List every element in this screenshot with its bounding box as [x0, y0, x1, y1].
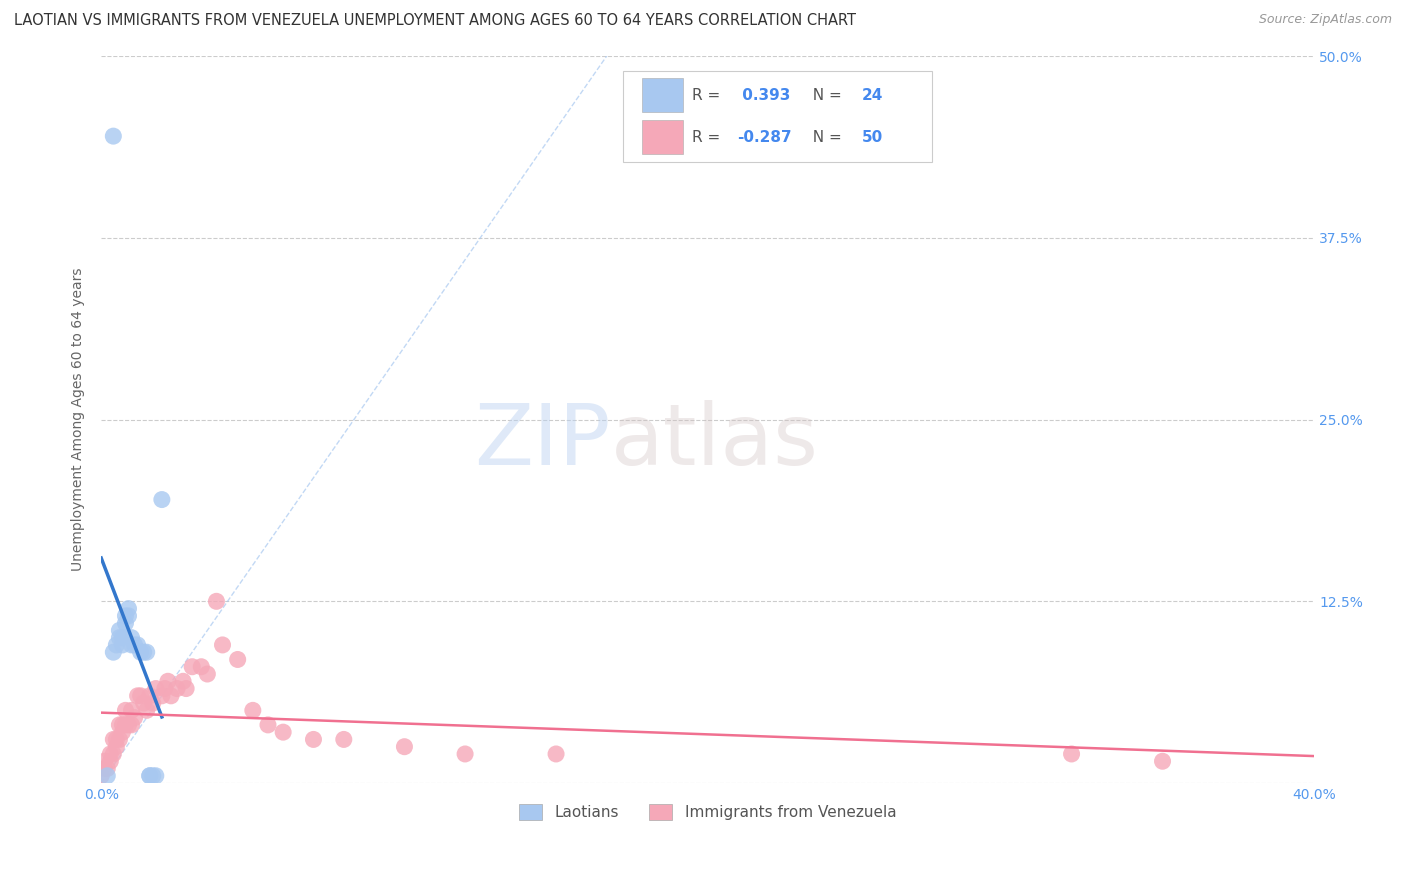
Point: [124, 638, 146, 652]
Point: [129, 689, 152, 703]
Point: [181, 659, 204, 673]
Point: [153, 681, 176, 696]
Point: [103, 732, 125, 747]
Point: [108, 624, 131, 638]
Point: [93, 762, 115, 776]
Point: [93, 754, 115, 768]
Point: [121, 703, 143, 717]
Point: [111, 631, 134, 645]
Point: [160, 689, 183, 703]
Point: [174, 681, 197, 696]
Point: [90, 769, 112, 783]
Point: [135, 703, 157, 717]
Point: [150, 689, 173, 703]
Point: [135, 645, 157, 659]
Legend: Laotians, Immigrants from Venezuela: Laotians, Immigrants from Venezuela: [513, 798, 903, 826]
Point: [121, 638, 143, 652]
Point: [108, 718, 131, 732]
FancyBboxPatch shape: [623, 70, 932, 161]
Point: [117, 601, 139, 615]
Point: [138, 769, 160, 783]
Point: [105, 638, 128, 652]
Text: 50: 50: [862, 129, 883, 145]
Point: [114, 718, 136, 732]
Point: [96, 762, 118, 776]
Point: [105, 732, 128, 747]
Point: [205, 594, 228, 608]
Point: [108, 732, 131, 747]
Point: [132, 645, 155, 659]
Point: [242, 703, 264, 717]
Point: [127, 689, 149, 703]
Text: R =: R =: [692, 87, 725, 103]
Point: [98, 747, 121, 761]
Point: [257, 718, 280, 732]
Point: [172, 674, 194, 689]
FancyBboxPatch shape: [643, 78, 683, 112]
Point: [103, 645, 125, 659]
Point: [114, 616, 136, 631]
Text: LAOTIAN VS IMMIGRANTS FROM VENEZUELA UNEMPLOYMENT AMONG AGES 60 TO 64 YEARS CORR: LAOTIAN VS IMMIGRANTS FROM VENEZUELA UNE…: [14, 13, 856, 29]
Point: [114, 608, 136, 623]
Point: [127, 638, 149, 652]
Point: [211, 638, 233, 652]
Point: [142, 769, 165, 783]
Point: [1060, 747, 1083, 761]
Point: [105, 739, 128, 754]
Text: R =: R =: [692, 129, 725, 145]
Point: [121, 718, 143, 732]
Point: [103, 747, 125, 761]
Point: [98, 754, 121, 768]
Point: [103, 129, 125, 144]
Point: [117, 718, 139, 732]
Point: [121, 631, 143, 645]
Point: [394, 739, 416, 754]
Point: [271, 725, 294, 739]
Point: [108, 631, 131, 645]
Point: [544, 747, 567, 761]
Point: [138, 689, 160, 703]
Text: -0.287: -0.287: [737, 129, 792, 145]
Y-axis label: Unemployment Among Ages 60 to 64 years: Unemployment Among Ages 60 to 64 years: [72, 268, 86, 572]
Text: N =: N =: [803, 129, 848, 145]
Text: 0.393: 0.393: [737, 87, 790, 103]
Text: atlas: atlas: [610, 400, 818, 483]
Point: [129, 645, 152, 659]
Point: [333, 732, 356, 747]
Point: [302, 732, 325, 747]
Point: [111, 725, 134, 739]
Point: [454, 747, 477, 761]
Text: N =: N =: [803, 87, 848, 103]
Text: Source: ZipAtlas.com: Source: ZipAtlas.com: [1258, 13, 1392, 27]
Point: [145, 681, 167, 696]
Text: 24: 24: [862, 87, 883, 103]
Point: [195, 667, 218, 681]
Point: [117, 608, 139, 623]
FancyBboxPatch shape: [643, 120, 683, 154]
Point: [142, 696, 165, 710]
Point: [132, 696, 155, 710]
Point: [114, 703, 136, 717]
Point: [1152, 754, 1174, 768]
Point: [138, 769, 160, 783]
Point: [150, 492, 173, 507]
Point: [156, 674, 179, 689]
Point: [124, 711, 146, 725]
Point: [96, 769, 118, 783]
Point: [166, 681, 188, 696]
Text: ZIP: ZIP: [474, 400, 610, 483]
Point: [111, 638, 134, 652]
Point: [190, 659, 212, 673]
Point: [145, 769, 167, 783]
Point: [226, 652, 249, 666]
Point: [111, 718, 134, 732]
